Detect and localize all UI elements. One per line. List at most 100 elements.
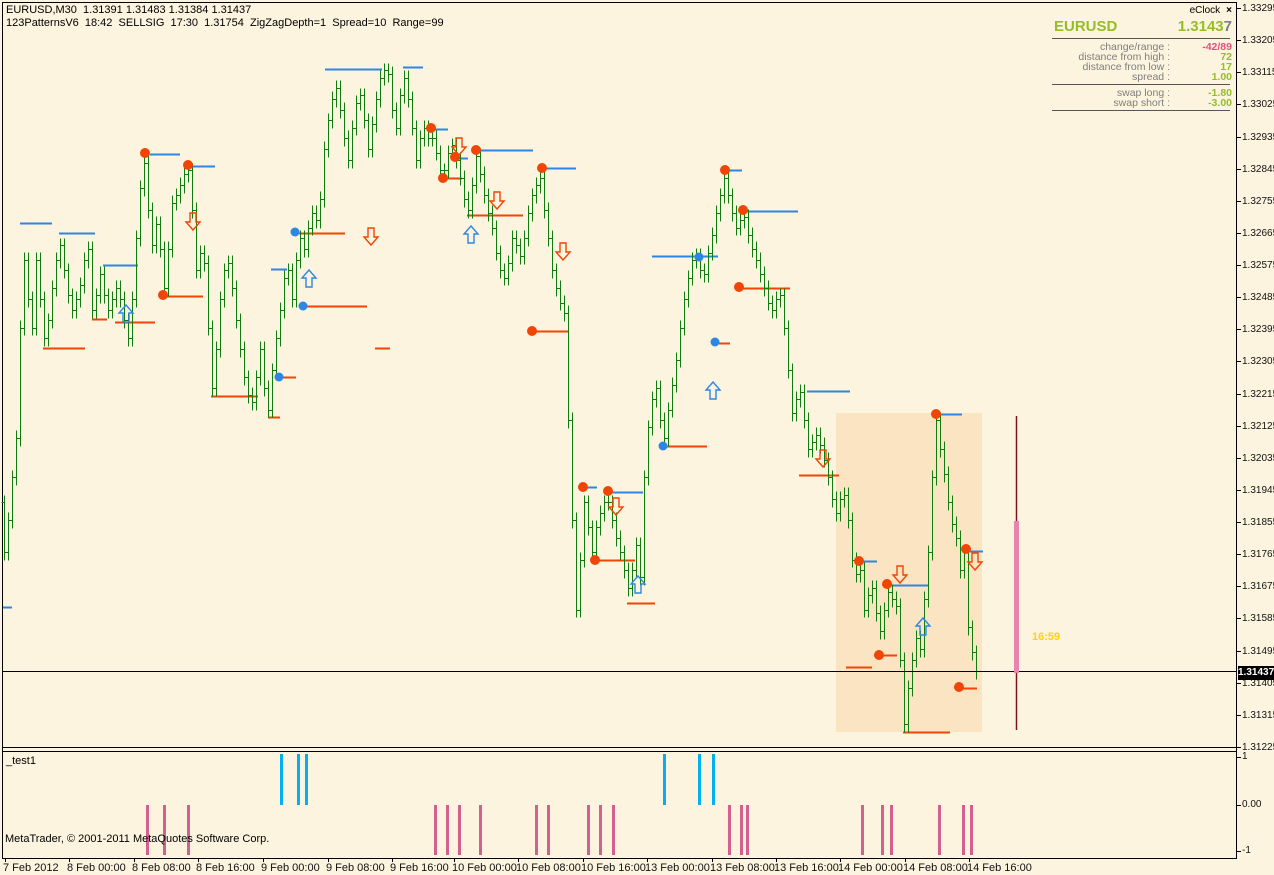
time-axis-tick [583,858,584,862]
current-price-tag: 1.31437 [1238,666,1274,680]
price-axis-label: 1.31585 [1242,612,1274,624]
price-axis-label: 1.31405 [1242,677,1274,689]
stat-row-distance-high: distance from high :72 [1078,51,1232,63]
price-axis-label: 1.32125 [1242,420,1274,432]
time-axis-label: 13 Feb 00:00 [645,862,710,874]
eclock-indicator-panel: eClock × EURUSD 1.31437 change/range : -42… [1046,5,1232,111]
current-price-value: 1.31437 [1177,18,1232,35]
time-axis-label: 8 Feb 00:00 [67,862,126,874]
price-axis-tick [1237,715,1241,716]
subwindow-indicator-name: _test1 [6,755,36,767]
subwindow-separator[interactable] [2,747,1237,748]
subwindow-down-bar [746,805,749,855]
subwindow-down-bar [479,805,482,855]
time-axis-label: 14 Feb 16:00 [967,862,1032,874]
time-axis-tick [840,858,841,862]
price-axis-tick [1237,426,1241,427]
stat-row-spread: spread :1.00 [1132,71,1232,83]
price-axis-label: 1.32485 [1242,291,1274,303]
chart-frame [2,2,1237,859]
time-axis-label: 8 Feb 08:00 [132,862,191,874]
price-axis-label: 1.31675 [1242,580,1274,592]
subwindow-down-bar [434,805,437,855]
time-axis-label: 14 Feb 00:00 [838,862,903,874]
price-axis-label: 1.31225 [1242,741,1274,753]
price-axis-label: 1.31495 [1242,645,1274,657]
copyright-label: MetaTrader, © 2001-2011 MetaQuotes Softw… [5,833,270,845]
price-axis-tick [1237,72,1241,73]
stat-row-swap-short: swap short : -3.00 [1113,97,1232,109]
price-axis-label: 1.32395 [1242,323,1274,335]
subwindow-separator[interactable] [2,751,1237,752]
subwindow-down-bar [587,805,590,855]
price-axis-label: 1.32845 [1242,163,1274,175]
time-axis-tick [647,858,648,862]
indicator-status-line: 123PatternsV6 18:42 SELLSIG 17:30 1.3175… [6,17,444,29]
stat-row-swap-long: swap long : -1.80 [1116,87,1232,99]
subwindow-axis-label: 0.00 [1242,799,1262,810]
subwindow-down-bar [938,805,941,855]
time-axis-tick [134,858,135,862]
price-axis-tick [1237,458,1241,459]
divider [1052,38,1230,39]
divider [1052,84,1230,85]
time-axis-tick [69,858,70,862]
stat-row-distance-low: distance from low :17 [1082,61,1232,73]
price-axis-label: 1.33205 [1242,34,1274,46]
subwindow-down-bar [547,805,550,855]
time-axis-label: 10 Feb 16:00 [581,862,646,874]
subwindow-down-bar [861,805,864,855]
price-axis-tick [1237,490,1241,491]
time-axis-label: 10 Feb 08:00 [516,862,581,874]
candle-countdown-flag: 16:59 [1032,631,1061,643]
subwindow-down-bar [962,805,965,855]
price-axis-tick [1237,297,1241,298]
price-axis-tick [1237,40,1241,41]
subwindow-down-bar [446,805,449,855]
time-axis-label: 10 Feb 00:00 [452,862,517,874]
subwindow-axis-label: 1 [1242,751,1248,762]
subwindow-down-bar [163,805,166,855]
eclock-title: eClock [1189,5,1221,16]
price-axis-label: 1.32215 [1242,388,1274,400]
price-axis-tick [1237,265,1241,266]
time-axis-label: 9 Feb 16:00 [390,862,449,874]
price-axis-tick [1237,104,1241,105]
price-axis-label: 1.32035 [1242,452,1274,464]
subwindow-down-bar [890,805,893,855]
price-axis-tick [1237,522,1241,523]
subwindow-axis-tick [1237,805,1241,806]
time-axis-label: 8 Feb 16:00 [196,862,255,874]
close-icon[interactable]: × [1226,5,1232,16]
subwindow-axis-tick [1237,757,1241,758]
subwindow-down-bar [740,805,743,855]
price-axis-label: 1.31315 [1242,709,1274,721]
time-axis-tick [518,858,519,862]
subwindow-down-bar [728,805,731,855]
subwindow-up-bar [698,754,701,805]
price-axis-label: 1.31945 [1242,484,1274,496]
subwindow-down-bar [612,805,615,855]
price-axis-label: 1.32755 [1242,195,1274,207]
subwindow-down-bar [970,805,973,855]
time-axis-label: 7 Feb 2012 [3,862,59,874]
price-axis-tick [1237,618,1241,619]
stat-row-change-range: change/range : -42/89 [1099,41,1232,53]
subwindow-down-bar [146,805,149,855]
time-axis-label: 9 Feb 00:00 [261,862,320,874]
time-axis-tick [263,858,264,862]
time-axis-tick [454,858,455,862]
price-axis-tick [1237,651,1241,652]
price-axis-tick [1237,586,1241,587]
subwindow-up-bar [280,754,283,805]
subwindow-up-bar [712,754,715,805]
price-axis-label: 1.32305 [1242,355,1274,367]
time-axis-tick [712,858,713,862]
time-axis-tick [905,858,906,862]
subwindow-down-bar [535,805,538,855]
time-axis-tick [776,858,777,862]
time-axis-tick [198,858,199,862]
subwindow-up-bar [305,754,308,805]
price-axis-tick [1237,683,1241,684]
